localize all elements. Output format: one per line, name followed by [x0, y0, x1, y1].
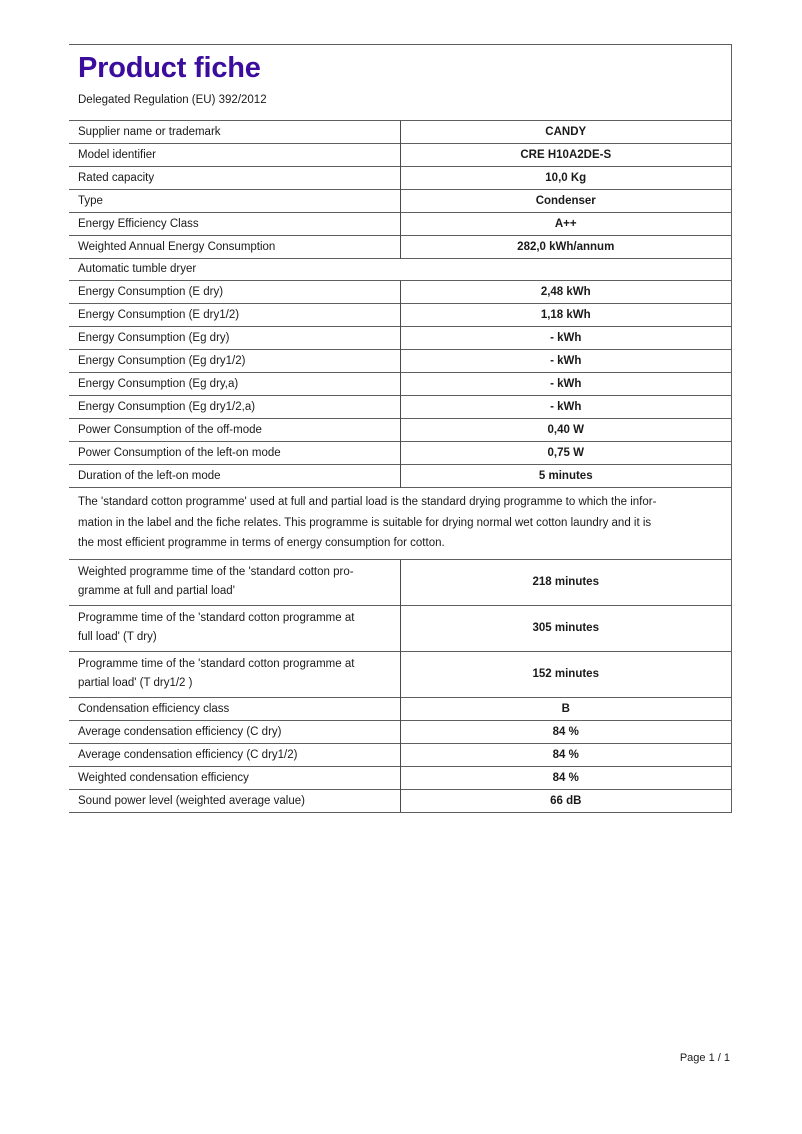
- table-row: Type Condenser: [69, 189, 731, 213]
- row-label: Power Consumption of the left-on mode: [69, 441, 400, 465]
- row-value: 84 %: [399, 765, 731, 789]
- section-label: Automatic tumble dryer: [69, 258, 731, 281]
- regulation-subtitle: Delegated Regulation (EU) 392/2012: [78, 94, 267, 106]
- table-row: Energy Consumption (Eg dry1/2) - kWh: [69, 349, 731, 373]
- row-value: CRE H10A2DE-S: [399, 143, 731, 167]
- row-value: 84 %: [399, 742, 731, 766]
- table-row: Rated capacity 10,0 Kg: [69, 166, 731, 190]
- row-label-line: Programme time of the 'standard cotton p…: [78, 657, 355, 670]
- table-row: Weighted programme time of the 'standard…: [69, 558, 731, 605]
- page-title: Product fiche: [78, 52, 261, 84]
- table-row: Weighted condensation efficiency 84 %: [69, 765, 731, 789]
- row-label: Type: [69, 189, 400, 213]
- row-value: 282,0 kWh/annum: [399, 235, 731, 259]
- row-label: Weighted Annual Energy Consumption: [69, 235, 400, 259]
- row-label: Weighted programme time of the 'standard…: [69, 558, 400, 605]
- row-label-line: partial load' (T dry1/2 ): [78, 677, 193, 689]
- table-row: Power Consumption of the left-on mode 0,7…: [69, 441, 731, 465]
- row-value: 1,18 kWh: [399, 303, 731, 327]
- row-label: Weighted condensation efficiency: [69, 765, 400, 789]
- table-row: Programme time of the 'standard cotton p…: [69, 604, 731, 651]
- table-row: Model identifier CRE H10A2DE-S: [69, 143, 731, 167]
- note-line: The 'standard cotton programme' used at …: [78, 496, 657, 508]
- table-row: Supplier name or trademark CANDY: [69, 120, 731, 144]
- document-page: Product fiche Delegated Regulation (EU) …: [69, 44, 732, 813]
- table-row: Energy Consumption (Eg dry) - kWh: [69, 326, 731, 350]
- table-row: Average condensation efficiency (C dry1/…: [69, 742, 731, 766]
- row-value: 66 dB: [399, 788, 731, 813]
- row-label-line: Weighted programme time of the 'standard…: [78, 565, 354, 578]
- table-row: Energy Consumption (Eg dry1/2,a) - kWh: [69, 395, 731, 419]
- row-label: Energy Consumption (Eg dry1/2,a): [69, 395, 400, 419]
- row-label: Average condensation efficiency (C dry1/…: [69, 742, 400, 766]
- table-row: Programme time of the 'standard cotton p…: [69, 650, 731, 697]
- page-footer: Page 1 / 1: [679, 1052, 730, 1064]
- row-label: Condensation efficiency class: [69, 696, 400, 720]
- row-label: Energy Consumption (Eg dry1/2): [69, 349, 400, 373]
- table-row: Energy Consumption (E dry1/2) 1,18 kWh: [69, 303, 731, 327]
- note-text: The 'standard cotton programme' used at …: [69, 487, 731, 559]
- row-value: 218 minutes: [399, 558, 731, 605]
- table-row: Power Consumption of the off-mode 0,40 W: [69, 418, 731, 442]
- row-label: Model identifier: [69, 143, 400, 167]
- row-value: 10,0 Kg: [399, 166, 731, 190]
- row-label: Supplier name or trademark: [69, 120, 400, 144]
- row-label: Energy Consumption (Eg dry): [69, 326, 400, 350]
- row-label: Duration of the left-on mode: [69, 464, 400, 488]
- row-value: 0,40 W: [399, 418, 731, 442]
- product-fiche-table: Supplier name or trademark CANDY Model ide…: [69, 120, 731, 813]
- row-value: - kWh: [399, 326, 731, 350]
- row-value: A++: [399, 212, 731, 236]
- section-row: Automatic tumble dryer: [69, 258, 731, 281]
- row-label-line: Programme time of the 'standard cotton p…: [78, 611, 355, 624]
- table-row: Energy Consumption (Eg dry,a) - kWh: [69, 372, 731, 396]
- row-label: Energy Consumption (E dry1/2): [69, 303, 400, 327]
- row-value: Condenser: [399, 189, 731, 213]
- row-value: 152 minutes: [399, 650, 731, 697]
- table-row: Weighted Annual Energy Consumption 282,0 …: [69, 235, 731, 259]
- row-value: - kWh: [399, 395, 731, 419]
- note-line: the most efficient programme in terms of…: [78, 537, 445, 549]
- row-label: Power Consumption of the off-mode: [69, 418, 400, 442]
- table-row: Duration of the left-on mode 5 minutes: [69, 464, 731, 488]
- note-line: mation in the label and the fiche relate…: [78, 516, 652, 529]
- row-label: Average condensation efficiency (C dry): [69, 719, 400, 743]
- row-label: Programme time of the 'standard cotton p…: [69, 650, 400, 697]
- table-row: Sound power level (weighted average valu…: [69, 788, 731, 813]
- row-label: Sound power level (weighted average valu…: [69, 788, 400, 813]
- row-value: - kWh: [399, 349, 731, 373]
- row-label: Energy Consumption (E dry): [69, 280, 400, 304]
- row-label: Rated capacity: [69, 166, 400, 190]
- row-value: 0,75 W: [399, 441, 731, 465]
- row-value: 84 %: [399, 719, 731, 743]
- row-label-line: gramme at full and partial load': [78, 585, 235, 597]
- table-row: Condensation efficiency class B: [69, 696, 731, 720]
- document-header: Product fiche Delegated Regulation (EU) …: [69, 45, 731, 120]
- row-value: 2,48 kWh: [399, 280, 731, 304]
- note-row: The 'standard cotton programme' used at …: [69, 487, 731, 559]
- row-label-line: full load' (T dry): [78, 631, 157, 643]
- row-label: Energy Efficiency Class: [69, 212, 400, 236]
- table-row: Energy Efficiency Class A++: [69, 212, 731, 236]
- row-value: CANDY: [399, 120, 731, 144]
- row-value: 305 minutes: [399, 604, 731, 651]
- row-value: B: [399, 696, 731, 720]
- row-value: - kWh: [399, 372, 731, 396]
- table-row: Average condensation efficiency (C dry) 8…: [69, 719, 731, 743]
- row-label: Programme time of the 'standard cotton p…: [69, 604, 400, 651]
- table-row: Energy Consumption (E dry) 2,48 kWh: [69, 280, 731, 304]
- row-value: 5 minutes: [399, 464, 731, 488]
- row-label: Energy Consumption (Eg dry,a): [69, 372, 400, 396]
- product-table-body: Supplier name or trademark CANDY Model ide…: [69, 120, 731, 813]
